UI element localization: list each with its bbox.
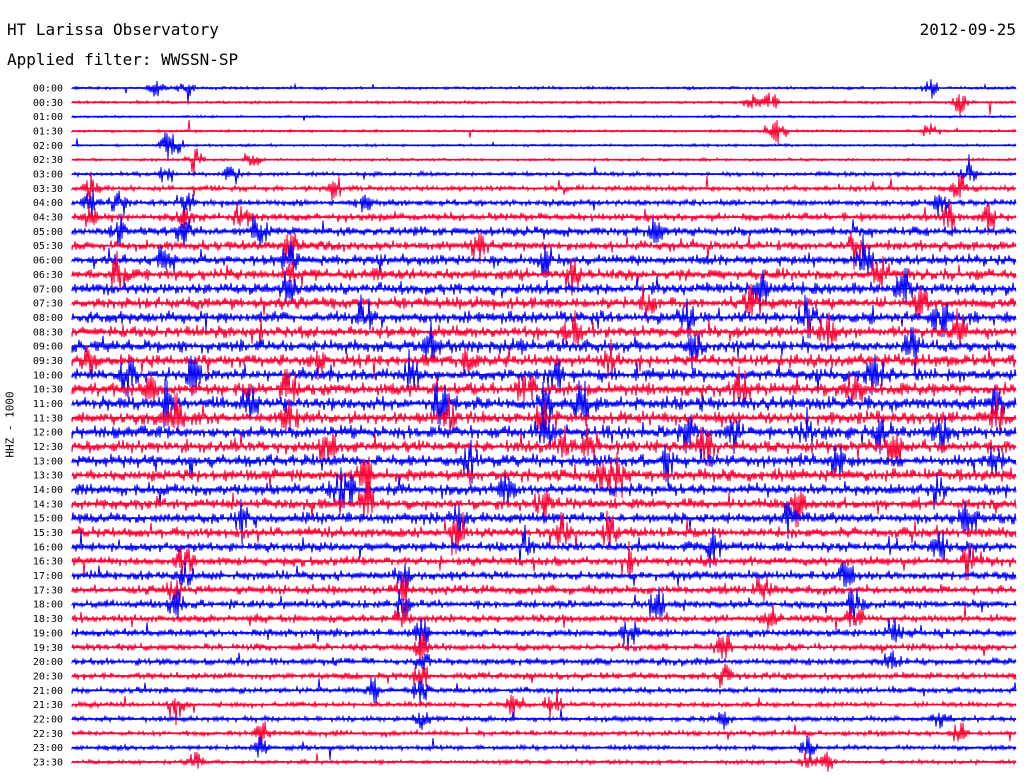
trace-time-label: 17:30 [33, 585, 63, 596]
trace-line [71, 561, 1017, 593]
trace-time-label: 18:00 [33, 600, 63, 611]
trace-time-label: 04:30 [33, 213, 63, 224]
trace-time-label: 06:30 [33, 270, 63, 281]
trace-time-label: 02:30 [33, 155, 63, 166]
trace-time-label: 22:30 [33, 729, 63, 740]
trace-time-label: 21:30 [33, 700, 63, 711]
trace-time-label: 07:30 [33, 299, 63, 310]
trace-time-label: 23:00 [33, 743, 63, 754]
trace-time-label: 14:30 [33, 499, 63, 510]
trace-line [71, 308, 1017, 351]
trace-time-label: 08:00 [33, 313, 63, 324]
trace-time-label: 12:00 [33, 428, 63, 439]
trace-time-label: 18:30 [33, 614, 63, 625]
trace-time-label: 15:00 [33, 514, 63, 525]
trace-time-label: 00:30 [33, 98, 63, 109]
trace-time-label: 19:30 [33, 643, 63, 654]
trace-line [71, 234, 1017, 278]
trace-time-label: 01:00 [33, 112, 63, 123]
trace-line [71, 250, 1017, 296]
trace-line [71, 617, 1017, 650]
trace-line [71, 650, 1017, 671]
trace-time-label: 11:30 [33, 413, 63, 424]
trace-time-label: 09:00 [33, 342, 63, 353]
trace-time-label: 15:30 [33, 528, 63, 539]
trace-time-label: 13:30 [33, 471, 63, 482]
trace-time-label: 07:00 [33, 284, 63, 295]
trace-line [71, 172, 1017, 207]
trace-time-label: 05:00 [33, 227, 63, 238]
trace-time-label: 22:00 [33, 714, 63, 725]
trace-line [71, 79, 1017, 105]
trace-time-label: 04:00 [33, 198, 63, 209]
trace-time-label: 03:30 [33, 184, 63, 195]
trace-line [71, 349, 1017, 398]
trace-time-label: 01:30 [33, 127, 63, 138]
station-title: HT Larissa Observatory [7, 20, 219, 39]
trace-time-label: 02:00 [33, 141, 63, 152]
trace-time-label: 13:00 [33, 456, 63, 467]
trace-time-label: 16:30 [33, 557, 63, 568]
trace-time-label: 06:00 [33, 256, 63, 267]
trace-time-label: 10:30 [33, 385, 63, 396]
trace-time-label: 16:00 [33, 542, 63, 553]
filter-label: Applied filter: WWSSN-SP [7, 50, 239, 69]
trace-line [71, 721, 1017, 744]
trace-time-label: 12:30 [33, 442, 63, 453]
trace-time-label: 19:00 [33, 628, 63, 639]
trace-time-label: 14:00 [33, 485, 63, 496]
trace-time-label: 03:00 [33, 170, 63, 181]
trace-time-label: 21:00 [33, 686, 63, 697]
trace-time-label: 09:30 [33, 356, 63, 367]
trace-time-label: 23:30 [33, 757, 63, 768]
trace-line [71, 92, 1017, 116]
trace-time-label: 20:00 [33, 657, 63, 668]
trace-time-label: 00:00 [33, 84, 63, 95]
trace-time-label: 10:00 [33, 370, 63, 381]
trace-time-label: 20:30 [33, 671, 63, 682]
trace-line [71, 148, 1017, 174]
trace-time-label: 17:00 [33, 571, 63, 582]
trace-time-label: 11:00 [33, 399, 63, 410]
trace-line [71, 189, 1017, 219]
trace-time-label: 08:30 [33, 327, 63, 338]
trace-time-label: 05:30 [33, 241, 63, 252]
trace-line [71, 119, 1017, 144]
record-date: 2012-09-25 [919, 20, 1016, 39]
